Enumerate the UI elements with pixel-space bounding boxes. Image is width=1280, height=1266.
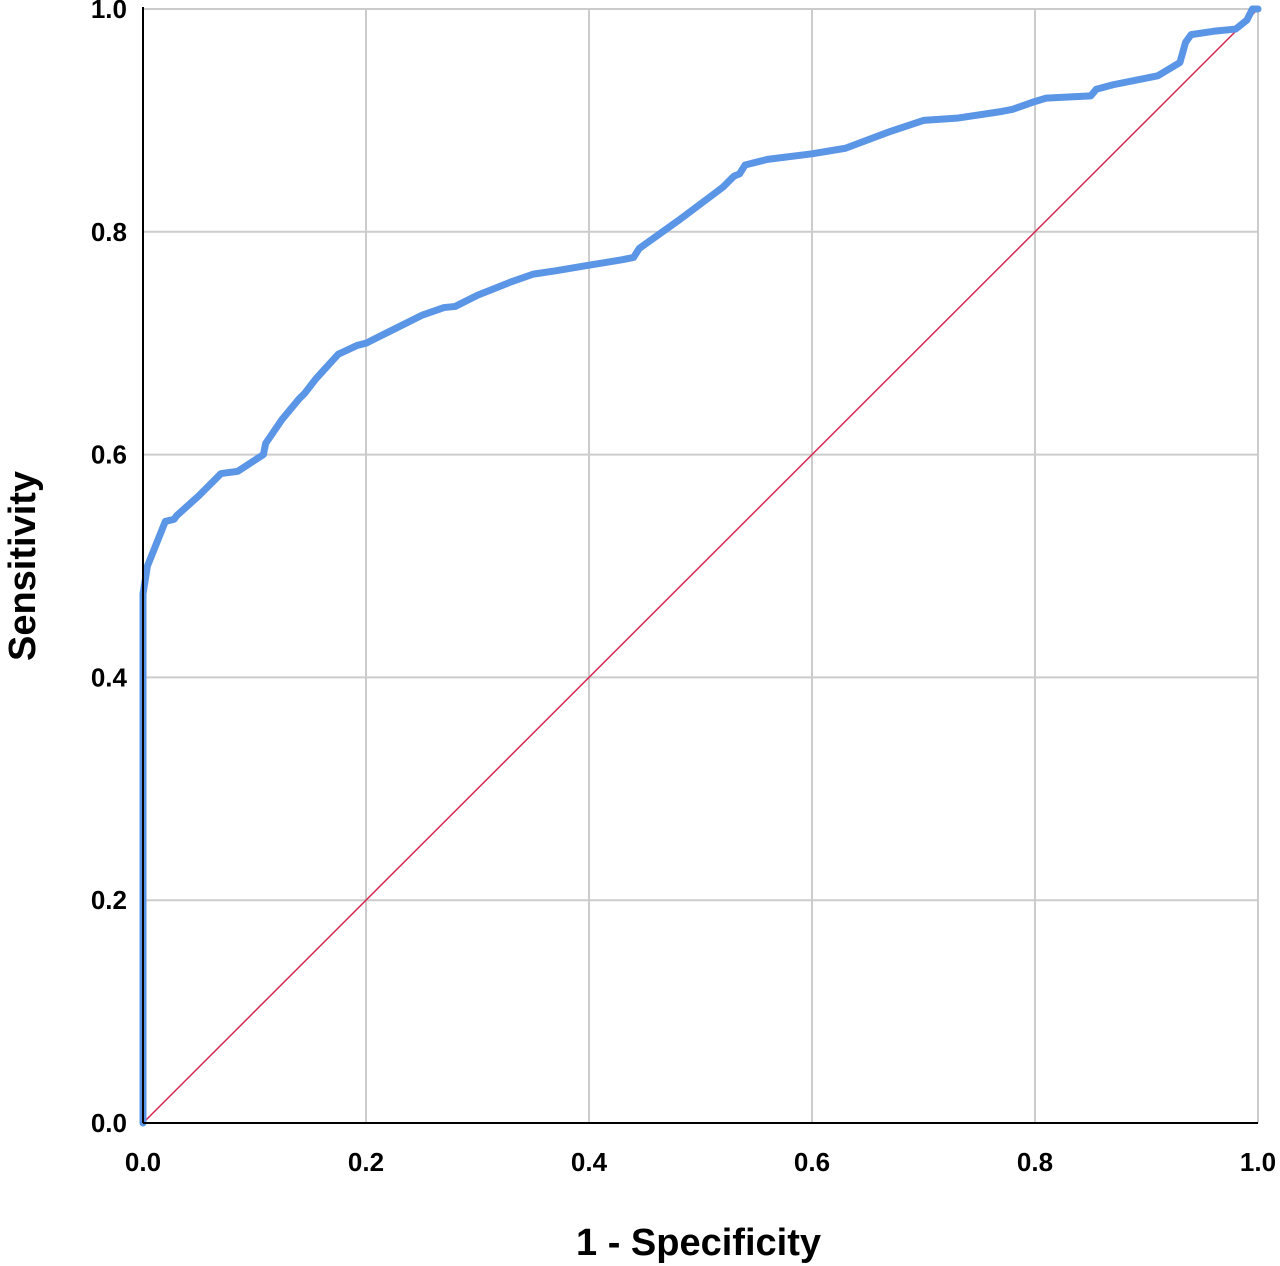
reference-line [142, 8, 1259, 1124]
x-tick-label-1: 0.2 [348, 1147, 384, 1177]
y-axis-title: Sensitivity [2, 471, 44, 661]
axes [142, 7, 1258, 1124]
x-tick-label-3: 0.6 [794, 1147, 830, 1177]
roc-curve [139, 5, 1262, 1127]
x-tick-label-5: 1.0 [1240, 1147, 1276, 1177]
x-tick-label-4: 0.8 [1017, 1147, 1053, 1177]
y-tick-label-3: 0.6 [91, 440, 127, 470]
grid-lines [142, 8, 1259, 1124]
y-tick-label-5: 1.0 [91, 0, 127, 24]
x-tick-label-0: 0.0 [125, 1147, 161, 1177]
y-tick-label-2: 0.4 [91, 662, 128, 692]
x-axis-title: 1 - Specificity [576, 1222, 821, 1264]
tick-labels: 0.0 0.2 0.4 0.6 0.8 1.0 0.0 0.2 0.4 0.6 0.8 1.0 [91, 0, 1276, 1177]
series-layer [139, 5, 1262, 1127]
y-tick-label-1: 0.2 [91, 885, 127, 915]
y-tick-label-0: 0.0 [91, 1108, 127, 1138]
y-tick-label-4: 0.8 [91, 217, 127, 247]
x-tick-label-2: 0.4 [571, 1147, 608, 1177]
